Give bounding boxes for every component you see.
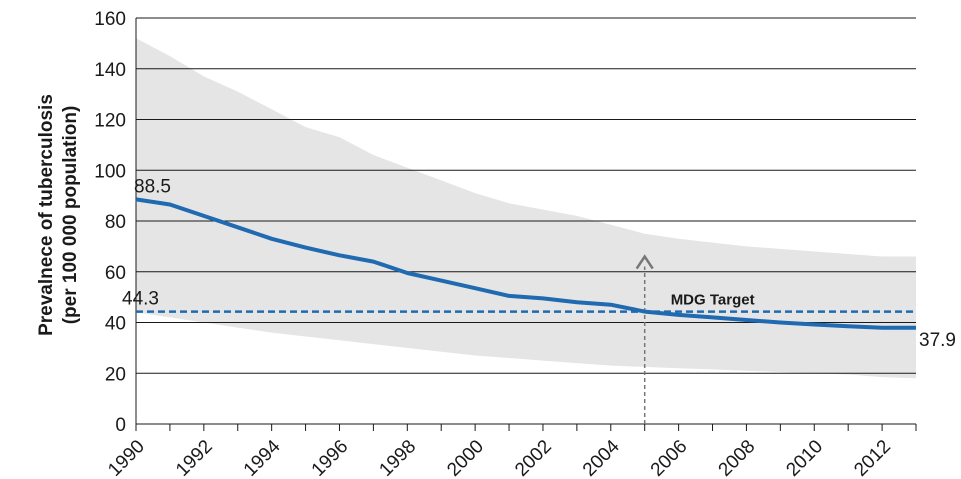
- y-axis-title-line-1: Prevalnece of tuberculosis: [36, 94, 57, 336]
- x-tick-label-1994: 1994: [240, 436, 285, 479]
- x-tick-label-1996: 1996: [308, 436, 353, 479]
- prevalence-series-line: [135, 197, 916, 330]
- start-value-label: 88.5: [134, 176, 171, 197]
- x-tick-label-2008: 2008: [715, 436, 760, 479]
- x-tick-label-2002: 2002: [511, 436, 556, 479]
- mdg-target-label: MDG Target: [671, 292, 755, 309]
- y-tick-label-80: 80: [105, 212, 126, 233]
- y-tick-label-120: 120: [94, 111, 126, 132]
- x-tick-label-2012: 2012: [850, 436, 895, 479]
- uncertainty-band: [136, 38, 916, 379]
- end-value-label: 37.9: [919, 330, 956, 351]
- y-tick-label-20: 20: [105, 364, 126, 385]
- y-tick-label-60: 60: [105, 263, 126, 284]
- x-tick-label-2010: 2010: [782, 436, 827, 479]
- y-axis-title-line-2: (per 100 000 population): [60, 106, 81, 325]
- y-tick-label-160: 160: [94, 9, 126, 30]
- x-tick-label-1998: 1998: [375, 436, 420, 479]
- y-tick-label-0: 0: [115, 415, 126, 436]
- x-tick-label-2000: 2000: [443, 436, 488, 479]
- y-tick-label-40: 40: [105, 314, 126, 335]
- y-tick-label-140: 140: [94, 60, 126, 81]
- x-tick-label-2004: 2004: [579, 436, 624, 479]
- y-tick-label-100: 100: [94, 161, 126, 182]
- x-tick-label-1992: 1992: [172, 436, 217, 479]
- x-tick-label-2006: 2006: [647, 436, 692, 479]
- mdg-target-value-label: 44.3: [122, 289, 159, 310]
- x-tick-label-1990: 1990: [104, 436, 149, 479]
- target-year-marker-arrowhead: [635, 254, 654, 270]
